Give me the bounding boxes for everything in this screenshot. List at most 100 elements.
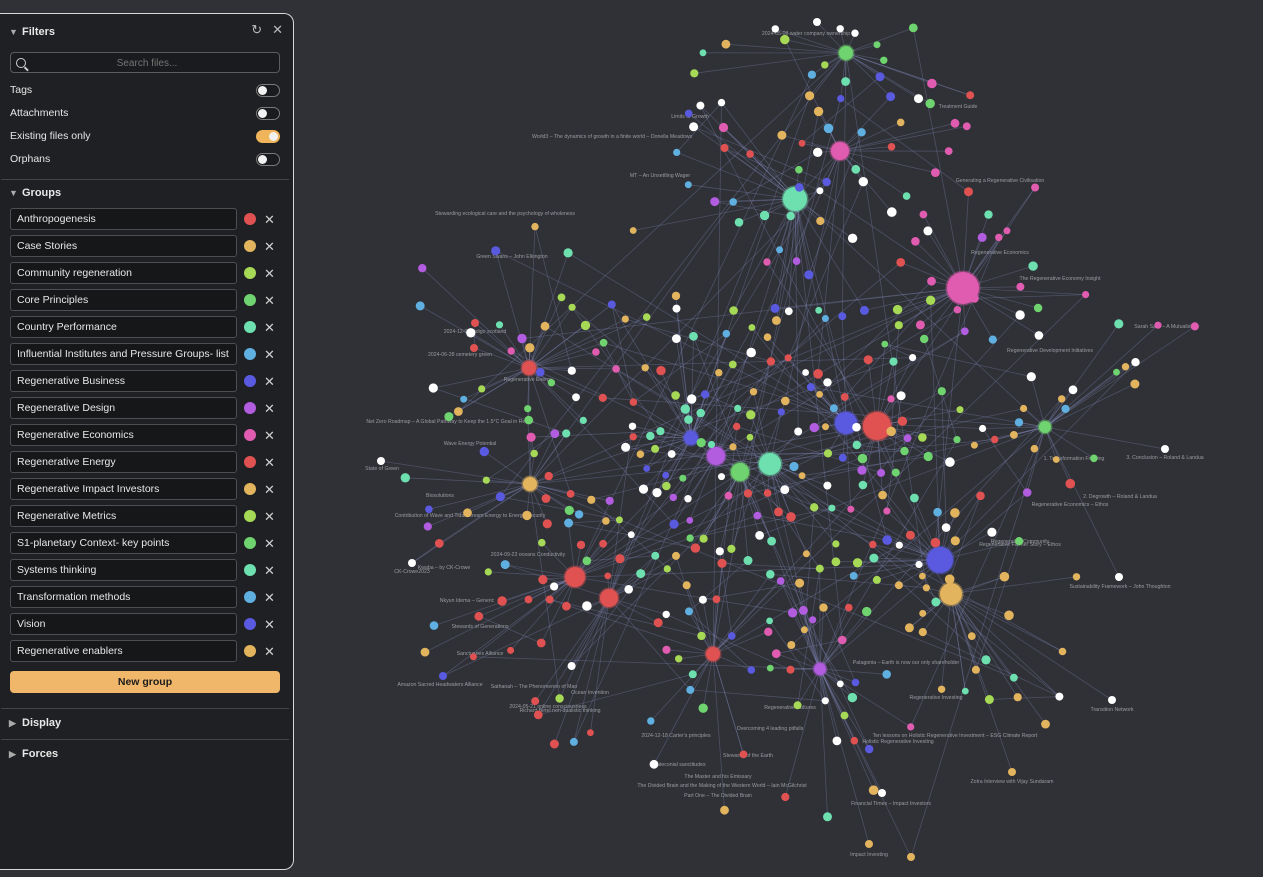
graph-node[interactable] (1130, 379, 1140, 389)
graph-node[interactable] (837, 95, 845, 103)
graph-node[interactable] (977, 232, 987, 242)
graph-node[interactable] (1058, 647, 1067, 656)
close-icon[interactable]: ✕ (272, 22, 283, 37)
graph-node[interactable] (536, 638, 546, 648)
graph-hub-node[interactable] (757, 451, 783, 477)
graph-node[interactable] (1033, 303, 1043, 313)
graph-node[interactable] (784, 354, 792, 362)
graph-node[interactable] (563, 248, 573, 258)
graph-node[interactable] (849, 572, 858, 580)
graph-node[interactable] (525, 343, 535, 353)
graph-node[interactable] (717, 558, 727, 568)
graph-node[interactable] (727, 544, 736, 554)
graph-node[interactable] (699, 534, 708, 543)
graph-node[interactable] (909, 354, 917, 362)
graph-node[interactable] (887, 207, 897, 217)
graph-hub-node[interactable] (704, 645, 722, 663)
graph-node[interactable] (858, 177, 868, 187)
graph-node[interactable] (1010, 673, 1018, 682)
graph-node[interactable] (792, 257, 801, 265)
graph-node[interactable] (904, 623, 914, 633)
graph-node[interactable] (470, 344, 478, 352)
graph-node[interactable] (763, 258, 771, 266)
graph-node[interactable] (1090, 454, 1098, 463)
graph-node[interactable] (495, 492, 505, 502)
graph-node[interactable] (712, 595, 721, 604)
graph-node[interactable] (787, 641, 796, 649)
graph-node[interactable] (1115, 573, 1123, 581)
graph-node[interactable] (484, 568, 492, 576)
graph-node[interactable] (690, 69, 699, 78)
graph-hub-node[interactable] (598, 587, 620, 609)
graph-node[interactable] (930, 537, 941, 548)
graph-node[interactable] (715, 547, 724, 556)
graph-node[interactable] (976, 491, 985, 501)
graph-node[interactable] (415, 301, 425, 311)
group-query-input[interactable]: Anthropogenesis (10, 208, 237, 230)
graph-node[interactable] (471, 319, 479, 327)
graph-node[interactable] (984, 210, 993, 219)
graph-node[interactable] (995, 233, 1003, 242)
graph-node[interactable] (863, 355, 873, 365)
graph-node[interactable] (1022, 488, 1032, 497)
graph-node[interactable] (651, 444, 660, 453)
graph-node[interactable] (636, 450, 645, 459)
graph-node[interactable] (466, 328, 476, 338)
graph-node[interactable] (656, 365, 666, 376)
graph-node[interactable] (621, 442, 631, 452)
group-color-swatch[interactable] (244, 618, 256, 630)
graph-node[interactable] (945, 457, 955, 467)
graph-node[interactable] (766, 570, 775, 579)
graph-node[interactable] (444, 412, 454, 422)
graph-node[interactable] (474, 611, 484, 621)
graph-node[interactable] (569, 737, 578, 746)
graph-node[interactable] (896, 118, 905, 127)
remove-group-icon[interactable]: ✕ (264, 238, 275, 254)
group-color-swatch[interactable] (244, 213, 256, 225)
graph-node[interactable] (878, 789, 886, 797)
graph-node[interactable] (646, 431, 655, 441)
graph-node[interactable] (701, 390, 710, 399)
filters-header[interactable]: ▼ Filters (9, 24, 55, 40)
graph-node[interactable] (1030, 444, 1039, 453)
graph-node[interactable] (536, 368, 545, 377)
graph-node[interactable] (576, 540, 586, 550)
graph-node[interactable] (656, 427, 665, 436)
graph-node[interactable] (815, 564, 824, 573)
graph-node[interactable] (795, 578, 805, 588)
graph-node[interactable] (454, 407, 463, 416)
graph-node[interactable] (627, 531, 635, 539)
graph-node[interactable] (869, 553, 879, 563)
groups-header[interactable]: ▼ Groups (9, 185, 61, 201)
group-query-input[interactable]: Transformation methods (10, 586, 237, 608)
graph-hub-node[interactable] (520, 359, 538, 377)
graph-node[interactable] (852, 440, 861, 450)
graph-hub-node[interactable] (837, 44, 855, 62)
graph-node[interactable] (840, 711, 849, 720)
graph-node[interactable] (599, 539, 607, 548)
graph-node[interactable] (1008, 768, 1016, 776)
graph-node[interactable] (682, 581, 691, 590)
graph-node[interactable] (667, 450, 676, 458)
graph-node[interactable] (587, 729, 594, 737)
graph-node[interactable] (524, 405, 532, 413)
graph-hub-node[interactable] (812, 661, 828, 677)
graph-hub-node[interactable] (1037, 419, 1053, 435)
graph-node[interactable] (944, 147, 953, 156)
graph-node[interactable] (891, 468, 900, 477)
graph-node[interactable] (764, 627, 773, 636)
graph-node[interactable] (937, 387, 946, 396)
graph-node[interactable] (689, 122, 699, 132)
graph-node[interactable] (925, 98, 935, 109)
graph-node[interactable] (567, 366, 576, 375)
graph-node[interactable] (673, 148, 681, 156)
graph-node[interactable] (479, 446, 489, 457)
graph-node[interactable] (795, 165, 803, 174)
graph-node[interactable] (1034, 331, 1044, 340)
remove-group-icon[interactable]: ✕ (264, 373, 275, 389)
group-query-input[interactable]: Regenerative Energy (10, 451, 237, 473)
graph-node[interactable] (568, 303, 576, 311)
graph-node[interactable] (838, 635, 847, 645)
graph-node[interactable] (794, 427, 803, 436)
graph-node[interactable] (823, 449, 833, 458)
